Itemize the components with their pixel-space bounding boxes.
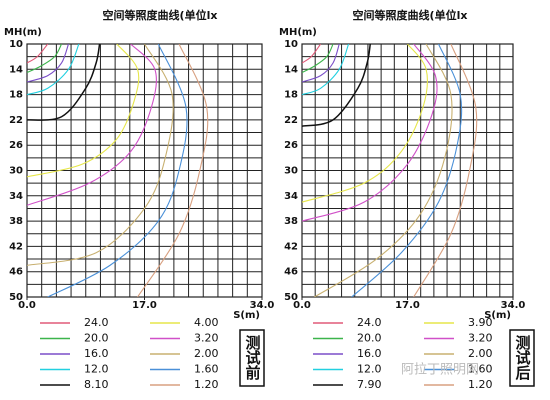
legend-label: 3.20 (468, 332, 493, 345)
y-tick-label: 30 (284, 166, 298, 177)
x-tick-label: 17.0 (132, 300, 157, 311)
legend-label: 20.0 (84, 332, 109, 345)
iso-curve (27, 44, 49, 64)
iso-curve (314, 44, 453, 297)
legend-label: 1.20 (468, 378, 493, 391)
stamp-text: 测试前 (244, 334, 262, 381)
iso-curve (302, 44, 350, 96)
legend-label: 3.20 (194, 332, 219, 345)
stamp-box (239, 329, 265, 387)
y-tick-label: 50 (284, 292, 298, 303)
y-tick-label: 10 (284, 39, 298, 50)
iso-curve (302, 44, 334, 73)
y-tick-label: 30 (9, 166, 23, 177)
y-tick-label: 46 (9, 267, 23, 278)
x-tick-label: 17.0 (395, 300, 420, 311)
legend-label: 2.00 (194, 347, 219, 360)
y-tick-label: 42 (9, 241, 23, 252)
y-tick-label: 34 (9, 191, 23, 202)
iso-curve (27, 44, 101, 121)
iso-curve (413, 44, 478, 297)
iso-curve (351, 44, 463, 297)
iso-curve (27, 44, 174, 266)
legend-label: 20.0 (357, 332, 382, 345)
legend-label: 24.0 (84, 316, 109, 329)
iso-curve (27, 44, 63, 73)
y-tick-label: 14 (9, 64, 23, 75)
legend-label: 16.0 (84, 347, 109, 360)
y-axis-label: MH(m) (279, 27, 317, 38)
legend-label: 16.0 (357, 347, 382, 360)
iso-curve (137, 44, 209, 297)
y-tick-label: 18 (284, 90, 298, 101)
y-tick-label: 22 (284, 115, 298, 126)
x-tick-label: 34.0 (501, 300, 526, 311)
iso-curve (27, 44, 69, 83)
iso-curve (302, 44, 428, 203)
stamp-text: 测试后 (514, 334, 532, 381)
y-tick-label: 26 (9, 140, 23, 151)
iso-curve (27, 44, 140, 178)
chart-title: 空间等照度曲线(单位lx (103, 8, 218, 22)
y-tick-label: 38 (9, 216, 23, 227)
watermark: 阿拉丁照明网 (401, 363, 479, 378)
legend-label: 2.00 (468, 347, 493, 360)
iso-curve (27, 44, 80, 96)
y-tick-label: 22 (9, 115, 23, 126)
x-tick-label: 0.0 (18, 300, 36, 311)
iso-curve (47, 44, 188, 297)
y-axis-label: MH(m) (4, 27, 42, 38)
legend-label: 12.0 (357, 363, 382, 376)
legend-label: 24.0 (357, 316, 382, 329)
y-tick-label: 18 (9, 90, 23, 101)
y-tick-label: 50 (9, 292, 23, 303)
legend-label: 1.60 (194, 363, 219, 376)
iso-curve (27, 44, 157, 206)
iso-curve (302, 44, 372, 127)
legend-label: 3.90 (468, 316, 493, 329)
y-tick-label: 46 (284, 267, 298, 278)
legend-label: 7.90 (357, 378, 382, 391)
x-tick-label: 0.0 (293, 300, 311, 311)
y-tick-label: 34 (284, 191, 298, 202)
x-tick-label: 34.0 (250, 300, 275, 311)
iso-curve (302, 44, 340, 83)
y-tick-label: 10 (9, 39, 23, 50)
legend-label: 1.60 (468, 363, 493, 376)
legend-label: 4.00 (194, 316, 219, 329)
x-axis-label: S(m) (233, 310, 260, 321)
legend-label: 8.10 (84, 378, 109, 391)
chart-title: 空间等照度曲线(单位lx (353, 8, 468, 22)
stamp-box (509, 329, 535, 387)
iso-curve (302, 44, 322, 64)
y-tick-label: 38 (284, 216, 298, 227)
y-tick-label: 42 (284, 241, 298, 252)
legend-label: 1.20 (194, 378, 219, 391)
legend-label: 12.0 (84, 363, 109, 376)
x-axis-label: S(m) (484, 310, 511, 321)
y-tick-label: 14 (284, 64, 298, 75)
iso-curve (302, 44, 438, 222)
y-tick-label: 26 (284, 140, 298, 151)
